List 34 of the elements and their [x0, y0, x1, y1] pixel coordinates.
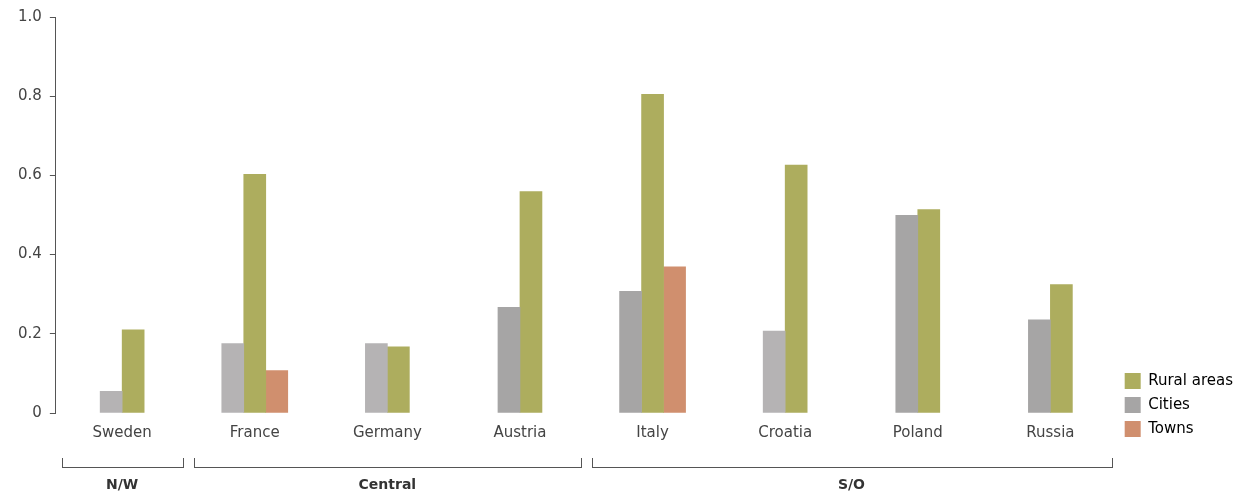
text: N/W: [105, 476, 140, 492]
bar: [762, 330, 786, 413]
y-tick-label: 0.8: [18, 86, 42, 105]
bar: [265, 370, 289, 413]
bar: [1050, 284, 1073, 413]
legend-label: Towns: [1147, 418, 1194, 437]
text: Central: [357, 476, 418, 492]
legend-label: Rural areas: [1148, 370, 1234, 389]
bar: [1028, 319, 1051, 413]
x-tick-label: Croatia: [758, 422, 813, 441]
legend-label: Cities: [1148, 394, 1191, 413]
bar: [497, 306, 521, 413]
x-tick-label: Sweden: [92, 422, 152, 441]
bar: [663, 266, 686, 413]
y-tick-label: 0.4: [18, 244, 42, 263]
bar: [99, 390, 123, 413]
y-tick-label: 0: [32, 402, 42, 421]
x-tick-label: Germany: [352, 422, 422, 441]
x-tick-label: Poland: [892, 422, 943, 441]
bar: [784, 164, 808, 413]
bar: [365, 343, 388, 413]
bar: [895, 215, 919, 413]
x-tick-label: Austria: [493, 422, 547, 441]
bar: [519, 191, 543, 413]
y-tick-label: 1.0: [18, 6, 42, 25]
bar: [121, 329, 145, 413]
x-tick-label: Italy: [636, 422, 669, 441]
text: S/O: [836, 476, 866, 492]
x-tick-label: Russia: [1026, 422, 1075, 441]
bar: [917, 209, 941, 413]
y-tick-label: 0.2: [18, 323, 42, 342]
bar: [387, 346, 410, 413]
y-tick-label: 0.6: [18, 165, 42, 184]
x-tick-label: France: [229, 422, 280, 441]
